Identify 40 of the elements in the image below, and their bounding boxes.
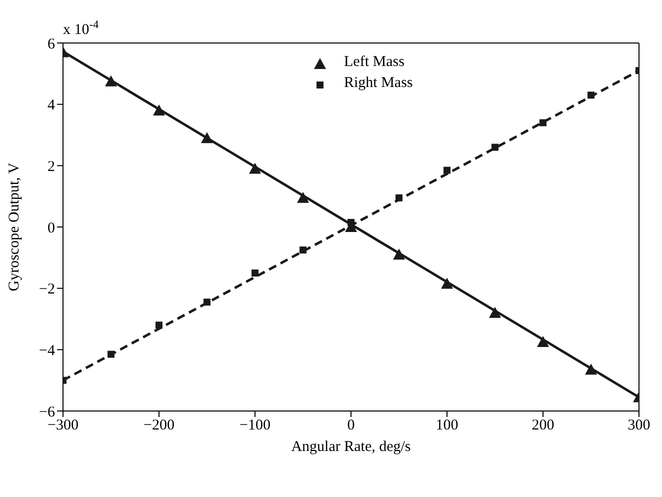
point xyxy=(492,144,498,151)
y-tick-label: 6 xyxy=(48,36,56,52)
x-tick-label: −200 xyxy=(144,418,174,434)
y-tick-label: 0 xyxy=(48,220,55,236)
point xyxy=(201,132,213,144)
y-axis-title: Gyroscope Output, V xyxy=(6,162,22,292)
text: x 10$^{-4}$ xyxy=(63,19,99,38)
y-tick-label: −4 xyxy=(39,342,56,359)
legend-label: Right Mass xyxy=(344,75,413,92)
x-tick-label: 200 xyxy=(532,418,554,434)
point xyxy=(540,119,546,126)
x-axis-title: Angular Rate, deg/s xyxy=(291,439,411,455)
point xyxy=(537,336,549,347)
y-tick-label: −2 xyxy=(39,282,55,298)
x-tick-label: −100 xyxy=(240,418,270,434)
point xyxy=(153,104,165,116)
point xyxy=(588,92,594,99)
point xyxy=(441,278,453,289)
point xyxy=(444,166,450,174)
point xyxy=(489,306,501,318)
y-tick-label: −6 xyxy=(39,404,56,420)
point xyxy=(396,194,402,202)
point xyxy=(297,192,309,203)
point xyxy=(348,218,354,226)
point xyxy=(249,162,261,174)
x-tick-label: −300 xyxy=(48,418,78,434)
point xyxy=(204,298,210,306)
y-tick-label: 2 xyxy=(48,158,55,175)
point xyxy=(393,248,405,260)
point xyxy=(300,246,306,254)
x-tick-label: 0 xyxy=(347,418,355,434)
point xyxy=(585,364,597,375)
x-tick-label: 100 xyxy=(436,418,458,434)
y-tick-label: 4 xyxy=(48,98,56,114)
x-tick-label: 300 xyxy=(628,418,650,434)
point xyxy=(108,350,114,358)
point xyxy=(156,322,162,329)
legend-label: Left Mass xyxy=(344,54,404,71)
point xyxy=(252,270,258,276)
point xyxy=(105,75,117,86)
